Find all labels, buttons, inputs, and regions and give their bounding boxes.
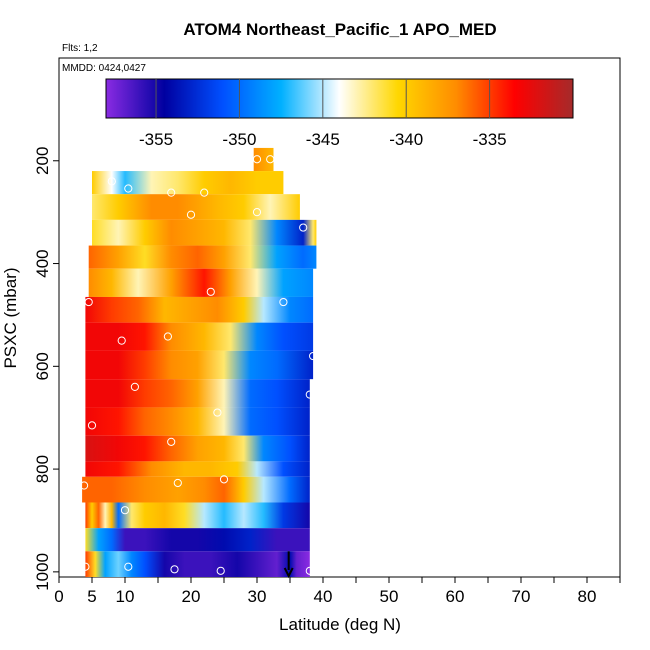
observation-point — [299, 223, 308, 232]
marker-arrowhead — [283, 567, 294, 579]
y-tick-label: 1000 — [33, 553, 52, 591]
observation-point — [117, 336, 126, 345]
y-tick-label: 800 — [33, 455, 52, 483]
x-tick-label: 50 — [380, 587, 399, 606]
x-tick-label: 80 — [578, 587, 597, 606]
heatmap-band — [85, 435, 310, 462]
observation-point — [167, 188, 176, 197]
heatmap-band — [85, 407, 310, 436]
heatmap-layer — [82, 147, 317, 577]
heatmap-band — [85, 551, 310, 577]
observation-point — [279, 297, 288, 307]
heatmap-band — [92, 194, 300, 220]
x-axis-label: Latitude (deg N) — [279, 615, 401, 634]
observation-point — [206, 287, 215, 296]
heatmap-band — [88, 245, 317, 269]
flights-note: Flts: 1,2 — [62, 43, 98, 54]
x-tick-label: 30 — [248, 587, 267, 606]
observation-point — [216, 566, 225, 575]
y-tick-label: 200 — [33, 147, 52, 175]
observation-point — [200, 188, 209, 197]
plot-frame — [58, 57, 621, 578]
heatmap-band — [85, 528, 310, 552]
heatmap-band — [92, 171, 284, 195]
observation-point — [84, 297, 93, 307]
colorbar-tick-label: -340 — [389, 130, 423, 149]
colorbar-tick-label: -350 — [222, 130, 256, 149]
heatmap-band — [253, 147, 274, 172]
heatmap-band — [85, 461, 310, 477]
x-tick-label: 5 — [87, 587, 96, 606]
observation-point — [309, 351, 318, 361]
heatmap-band — [92, 219, 317, 246]
observation-point — [79, 481, 89, 490]
observation-point — [252, 155, 262, 164]
observation-point — [266, 155, 275, 164]
observation-point — [167, 437, 176, 446]
colorbar: -355 -350 -345 -340 -335 — [105, 78, 574, 149]
y-axis-label: PSXC (mbar) — [1, 267, 20, 368]
observation-point — [124, 184, 133, 193]
x-tick-label: 60 — [446, 587, 465, 606]
observation-point — [186, 210, 196, 219]
heatmap-band — [88, 268, 314, 297]
heatmap-band — [85, 350, 314, 380]
observation-point — [305, 390, 314, 399]
colorbar-tick-label: -345 — [306, 130, 340, 149]
x-tick-label: 70 — [512, 587, 531, 606]
observation-point — [213, 408, 222, 417]
observation-points — [79, 155, 318, 575]
observation-point — [252, 208, 262, 217]
colorbar-scale — [105, 78, 574, 119]
colorbar-tick-label: -335 — [473, 130, 507, 149]
date-note: MMDD: 0424,0427 — [62, 63, 146, 74]
observation-point — [120, 506, 130, 515]
heatmap-band — [85, 379, 310, 408]
observation-point — [163, 332, 172, 341]
heatmap-band — [82, 476, 310, 503]
observation-point — [305, 566, 314, 575]
x-tick-label: 0 — [54, 587, 63, 606]
x-tick-label: 10 — [116, 587, 135, 606]
observation-point — [81, 562, 90, 571]
colorbar-tick-label: -355 — [139, 130, 173, 149]
y-tick-label: 400 — [33, 249, 52, 277]
x-tick-label: 40 — [314, 587, 333, 606]
y-tick-label: 600 — [33, 352, 52, 380]
heatmap-band — [85, 322, 314, 351]
observation-point — [170, 565, 179, 574]
heatmap-band — [85, 296, 314, 323]
observation-point — [173, 478, 182, 488]
x-tick-label: 20 — [182, 587, 201, 606]
x-axis: 0 5 10 20 30 40 50 60 70 80 — [54, 577, 621, 606]
observation-point — [107, 177, 116, 186]
latitude-marker — [283, 551, 294, 579]
observation-point — [130, 382, 139, 391]
observation-point — [124, 562, 133, 571]
y-axis: 200 400 600 800 1000 — [33, 147, 59, 591]
observation-point — [219, 475, 229, 484]
heatmap-band — [85, 502, 310, 529]
observation-point — [87, 421, 97, 430]
chart-title: ATOM4 Northeast_Pacific_1 APO_MED — [183, 20, 496, 39]
